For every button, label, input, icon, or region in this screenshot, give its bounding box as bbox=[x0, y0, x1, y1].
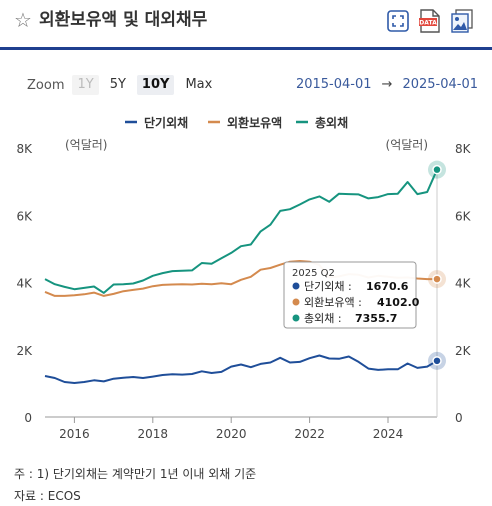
zoom-5y-button[interactable]: 5Y bbox=[109, 77, 126, 92]
legend-label: 단기외채 bbox=[144, 115, 188, 130]
y-tick-label-right: 6K bbox=[455, 209, 472, 223]
y-tick-label-right: 4K bbox=[455, 277, 472, 291]
range-to-date[interactable]: 2025-04-01 bbox=[402, 77, 478, 92]
toolbar: DATA bbox=[386, 8, 474, 34]
series-line bbox=[44, 354, 438, 384]
y-tick-label-left: 4K bbox=[16, 277, 33, 291]
x-tick-label: 2024 bbox=[373, 427, 404, 441]
highlight-point bbox=[432, 164, 442, 175]
range-from-date[interactable]: 2015-04-01 bbox=[295, 77, 372, 92]
tooltip-row-value: 1670.6 bbox=[366, 280, 409, 293]
y-unit-left: (억달러) bbox=[65, 138, 107, 152]
source-note: 자료 : ECOS bbox=[14, 489, 81, 503]
chart-header: ☆ 외환보유액 및 대외채무 DATA bbox=[0, 0, 492, 50]
x-tick-label: 2020 bbox=[216, 427, 247, 441]
zoom-label: Zoom bbox=[27, 77, 65, 93]
tooltip-row-value: 4102.0 bbox=[377, 296, 420, 309]
legend-label: 외환보유액 bbox=[227, 115, 282, 130]
y-tick-label-right: 8K bbox=[455, 142, 472, 156]
legend-label: 총외채 bbox=[315, 115, 348, 130]
series-line bbox=[44, 169, 438, 294]
tooltip-dot bbox=[292, 314, 300, 322]
tooltip-row-label: 외환보유액 : bbox=[304, 296, 362, 309]
zoom-max-button[interactable]: Max bbox=[185, 77, 213, 92]
range-arrow: → bbox=[381, 77, 393, 92]
y-unit-right: (억달러) bbox=[386, 138, 428, 152]
y-tick-label-right: 0 bbox=[455, 411, 463, 425]
expand-icon[interactable] bbox=[386, 8, 410, 34]
data-download-icon[interactable]: DATA bbox=[418, 8, 442, 34]
zoom-10y-button[interactable]: 10Y bbox=[136, 75, 175, 95]
date-range: 2015-04-01 → 2025-04-01 bbox=[296, 75, 478, 95]
highlight-point bbox=[432, 274, 442, 284]
x-tick-label: 2022 bbox=[294, 427, 325, 441]
tooltip-dot bbox=[292, 282, 300, 290]
footnote: 주 : 1) 단기외채는 계약만기 1년 이내 외채 기준 bbox=[14, 467, 257, 481]
tooltip-row-label: 단기외채 : bbox=[304, 280, 352, 293]
y-tick-label-left: 2K bbox=[16, 344, 33, 358]
y-tick-label-left: 6K bbox=[16, 209, 33, 223]
x-tick-label: 2018 bbox=[138, 427, 169, 441]
tooltip-dot bbox=[292, 298, 300, 306]
y-tick-label-left: 8K bbox=[16, 142, 33, 156]
tooltip-row-label: 총외채 : bbox=[304, 312, 342, 325]
highlight-point bbox=[432, 356, 442, 366]
tooltip-box bbox=[283, 261, 417, 329]
footnotes: 주 : 1) 단기외채는 계약만기 1년 이내 외채 기준 자료 : ECOS bbox=[14, 463, 256, 506]
header-divider bbox=[0, 47, 492, 50]
svg-text:DATA: DATA bbox=[419, 20, 437, 27]
zoom-controls: Zoom 1Y 5Y 10Y Max bbox=[27, 75, 223, 95]
x-tick-label: 2016 bbox=[59, 427, 90, 441]
tooltip-row-value: 7355.7 bbox=[355, 312, 397, 325]
tooltip-period: 2025 Q2 bbox=[292, 268, 335, 279]
y-tick-label-left: 0 bbox=[24, 411, 32, 425]
page-title: 외환보유액 및 대외채무 bbox=[39, 10, 208, 30]
zoom-1y-button[interactable]: 1Y bbox=[72, 75, 99, 95]
y-tick-label-right: 2K bbox=[455, 344, 472, 358]
line-chart: 단기외채 외환보유액 총외채 (억달러) (억달러) 0 0 2K 2K 4K 4K 6K 6K 8K 8K… bbox=[16, 115, 472, 441]
image-download-icon[interactable] bbox=[450, 8, 474, 34]
star-outline-icon[interactable]: ☆ bbox=[14, 8, 32, 32]
